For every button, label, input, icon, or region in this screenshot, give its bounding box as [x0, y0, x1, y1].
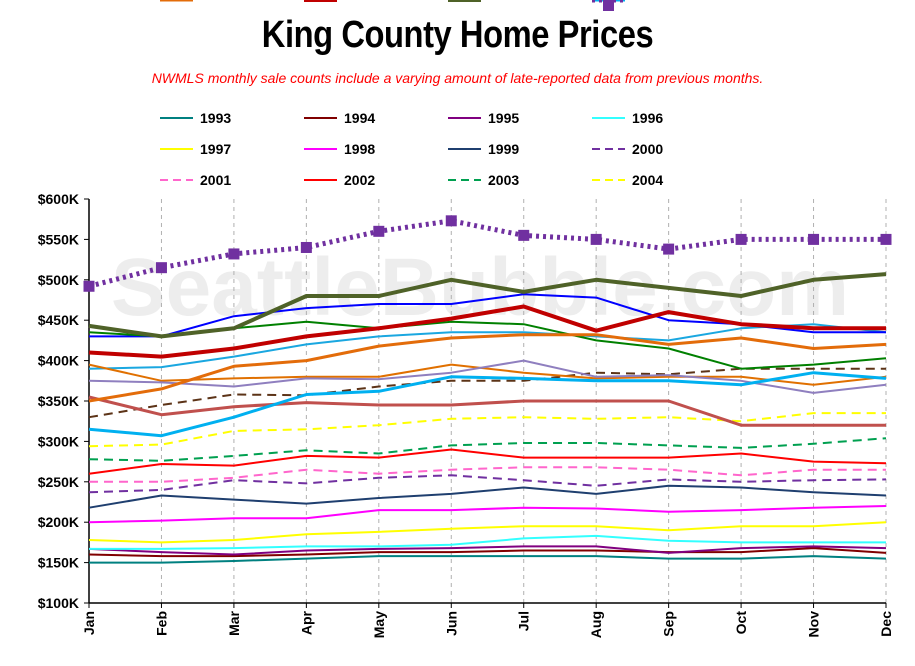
series-line-2013	[88, 333, 887, 403]
x-tick-label: Sep	[661, 611, 677, 637]
data-point-2016	[590, 233, 602, 245]
legend-label: 1998	[344, 141, 375, 157]
legend-label: 1999	[488, 141, 519, 157]
y-tick-label: $550K	[38, 231, 79, 247]
series-line-2004	[88, 412, 886, 448]
legend-label: 2009	[200, 0, 231, 3]
data-point-2016	[880, 233, 892, 245]
legend-label: 2006	[344, 0, 375, 3]
y-tick-label: $500K	[38, 272, 79, 288]
legend-marker	[603, 0, 614, 11]
chart-subtitle: NWMLS monthly sale counts include a vary…	[151, 70, 764, 86]
legend-label: 2007	[488, 0, 519, 3]
series-line-2002	[88, 448, 887, 475]
series-line-1996	[89, 534, 886, 550]
x-tick-label: Dec	[878, 611, 894, 637]
legend-label: 1995	[488, 110, 519, 126]
legend-label: 1994	[344, 110, 375, 126]
legend-label: 2005	[200, 0, 231, 3]
series-line-2009	[88, 363, 887, 386]
y-tick-label: $250K	[38, 474, 79, 490]
x-tick-label: Jul	[516, 611, 532, 631]
legend-label: 2013	[200, 0, 231, 3]
x-tick-label: May	[371, 611, 387, 638]
y-tick-label: $400K	[38, 353, 79, 369]
data-point-2016	[808, 233, 820, 245]
data-point-2016	[155, 262, 167, 274]
series-line-2015	[88, 272, 887, 339]
x-tick-label: Jun	[443, 611, 459, 636]
x-tick-label: Jan	[81, 611, 97, 635]
series-line-2011	[88, 395, 886, 427]
chart-title: King County Home Prices	[261, 14, 654, 56]
y-tick-label: $350K	[38, 393, 79, 409]
series-line-1994	[88, 547, 887, 558]
x-tick-label: Feb	[153, 611, 169, 636]
legend-label: 2015	[488, 0, 519, 3]
y-tick-label: $300K	[38, 433, 79, 449]
x-tick-label: Oct	[733, 611, 749, 635]
legend-label: 2012	[632, 0, 663, 3]
x-tick-label: Mar	[226, 610, 242, 635]
legend-label: 2004	[632, 172, 663, 188]
data-point-2016	[735, 233, 747, 245]
series-line-2016	[88, 218, 886, 289]
series-line-2003	[88, 437, 887, 462]
series-line-2014	[88, 304, 886, 359]
legend-label: 2008	[632, 0, 663, 3]
y-tick-label: $100K	[38, 595, 79, 611]
data-point-2016	[83, 280, 95, 292]
y-tick-label: $450K	[38, 312, 79, 328]
legend-label: 2002	[344, 172, 375, 188]
data-point-2016	[445, 215, 457, 227]
x-tick-label: Aug	[588, 611, 604, 638]
x-tick-label: Nov	[806, 611, 822, 638]
data-point-2016	[228, 248, 240, 260]
series-line-2012	[88, 371, 887, 438]
series-line-1999	[88, 484, 887, 509]
legend-label: 2010	[344, 0, 375, 3]
data-point-2016	[373, 225, 385, 237]
series-line-1995	[88, 545, 887, 556]
y-tick-label: $600K	[38, 191, 79, 207]
legend-label: 2003	[488, 172, 519, 188]
x-tick-label: Apr	[298, 610, 314, 635]
legend-label: 2000	[632, 141, 663, 157]
legend-label: 2014	[344, 0, 375, 3]
data-point-2016	[663, 243, 675, 255]
series-line-1993	[89, 555, 887, 564]
legend-label: 1993	[200, 110, 231, 126]
y-tick-label: $200K	[38, 514, 79, 530]
series-line-2006	[88, 323, 887, 370]
series-line-2000	[88, 474, 887, 494]
y-tick-label: $150K	[38, 555, 79, 571]
data-point-2016	[300, 241, 312, 253]
legend-label: 2001	[200, 172, 231, 188]
data-point-2016	[518, 229, 530, 241]
series-line-1997	[88, 521, 887, 544]
series-line-2001	[89, 466, 886, 483]
legend-label: 1997	[200, 141, 231, 157]
legend-label: 2011	[488, 0, 519, 3]
legend-label: 2016	[632, 0, 663, 3]
series-line-1998	[88, 505, 887, 524]
legend-label: 1996	[632, 110, 663, 126]
